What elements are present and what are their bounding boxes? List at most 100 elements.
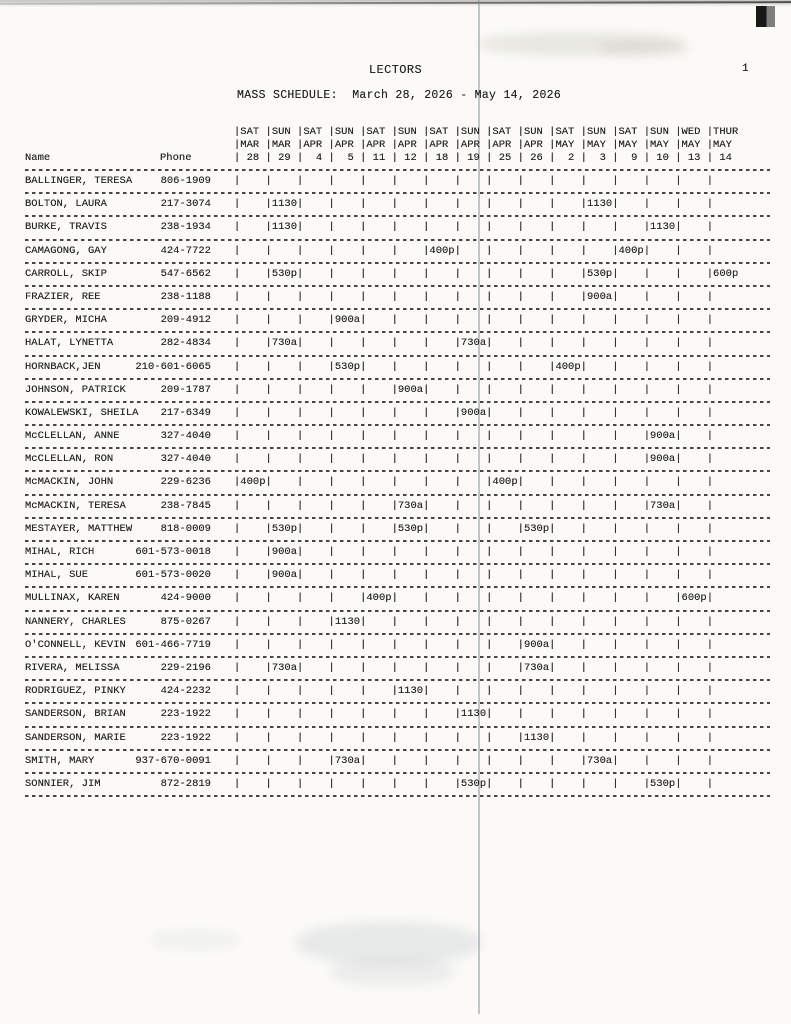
lector-name: NANNERY, CHARLES <box>25 615 126 628</box>
schedule-cell: | <box>486 569 518 582</box>
schedule-cell: |1130 <box>580 198 613 211</box>
schedule-cell: | <box>549 754 581 767</box>
schedule-cell: | <box>675 615 707 628</box>
schedule-cell: | <box>391 731 424 744</box>
header-month-cell: |MAY <box>549 139 581 151</box>
schedule-cell: | <box>549 244 581 257</box>
schedule-cell: | <box>517 406 550 419</box>
schedule-cell: | <box>265 244 298 257</box>
schedule-cell: |600p <box>706 267 739 280</box>
schedule-cell: | <box>360 290 392 303</box>
schedule-cell: | <box>549 290 581 303</box>
schedule-cell: | <box>706 430 739 443</box>
schedule-cell: | <box>391 754 424 767</box>
schedule-cell: | <box>391 661 424 674</box>
schedule-cell: | <box>612 546 644 558</box>
lector-name: BALLINGER, TERESA <box>25 175 133 187</box>
schedule-cell: | <box>297 754 329 767</box>
table-row: BOLTON, LAURA 217-3074 | |1130| | | | | | … <box>25 194 775 218</box>
page-number: 1 <box>742 63 749 75</box>
table-row: FRAZIER, REE 238-1188 | | | | | | | | | | … <box>25 287 775 311</box>
lector-phone: 806-1909 <box>160 175 211 187</box>
schedule-cell: | <box>328 522 361 535</box>
header-day-cell: |SAT <box>360 126 392 138</box>
schedule-cell: | <box>486 175 518 187</box>
row-separator <box>25 632 770 635</box>
schedule-cell: | <box>391 546 424 558</box>
schedule-cell: | <box>486 708 518 721</box>
schedule-cell: | <box>454 430 487 443</box>
schedule-cell: | <box>486 522 518 535</box>
row-separator <box>25 424 770 427</box>
schedule-cell: |400p <box>234 476 266 489</box>
schedule-cell: | <box>328 175 361 187</box>
schedule-cell: | <box>391 569 424 582</box>
schedule-cell: | <box>234 754 266 767</box>
schedule-cell: | <box>391 244 424 257</box>
schedule-cell: | <box>706 175 739 187</box>
schedule-cell: | <box>549 175 581 187</box>
lector-phone: 327-4040 <box>160 453 211 466</box>
lector-name: McMACKIN, JOHN <box>25 476 114 489</box>
schedule-cell: | <box>517 221 550 234</box>
schedule-cell: |900a <box>517 638 550 651</box>
schedule-cell: | <box>265 406 298 419</box>
schedule-cell: | <box>549 708 581 721</box>
schedule-cell: |730a <box>643 499 676 512</box>
schedule-cell: | <box>706 198 739 211</box>
schedule-cell: | <box>580 476 613 489</box>
schedule-cell: | <box>549 476 581 489</box>
schedule-cell: | <box>297 198 329 211</box>
header-month-cell: |MAY <box>612 139 644 151</box>
schedule-cell: |530p <box>517 522 550 535</box>
schedule-cell: | <box>486 360 518 373</box>
table-row: MIHAL, SUE 601-573-0020 | |900a| | | | | |… <box>25 565 775 589</box>
schedule-cell: | <box>423 661 455 674</box>
schedule-cell: | <box>360 731 392 744</box>
schedule-cell: | <box>675 314 707 327</box>
schedule-cell: | <box>549 453 581 466</box>
header-day-cell: |SAT <box>549 126 581 138</box>
lector-name: HALAT, LYNETTA <box>25 337 114 350</box>
schedule-cell: | <box>517 615 550 628</box>
schedule-cell: | <box>234 708 266 721</box>
schedule-cell: | <box>517 430 550 443</box>
schedule-cell: | <box>517 754 550 767</box>
schedule-cell: | <box>517 546 550 558</box>
schedule-cell: | <box>549 383 581 396</box>
schedule-cell: | <box>423 430 455 443</box>
lector-phone: 209-4912 <box>160 314 211 327</box>
header-day-cell: |THUR <box>706 126 739 138</box>
schedule-cells: | |730a| | | | | |730a| | | | | | | | <box>234 333 738 354</box>
schedule-cell: | <box>234 777 266 790</box>
header-month-cell: |APR <box>391 139 424 151</box>
schedule-cells: |400p| | | | | | | |400p| | | | | | | <box>234 472 738 493</box>
schedule-cell: | <box>612 314 644 327</box>
schedule-cell: | <box>297 499 329 512</box>
row-separator <box>25 470 770 473</box>
schedule-cell: | <box>423 638 455 651</box>
lector-phone: 229-2196 <box>160 661 211 674</box>
schedule-cell: | <box>675 661 707 674</box>
schedule-cell: | <box>643 754 676 767</box>
lector-name: GRYDER, MICHA <box>25 314 107 327</box>
header-month-row: |MAR |MAR |APR |APR |APR |APR |APR |APR … <box>234 139 738 152</box>
schedule-cell: | <box>360 476 392 489</box>
schedule-cell: | <box>234 569 266 582</box>
schedule-cell: | <box>328 731 361 744</box>
schedule-cell: | <box>549 685 581 698</box>
schedule-cell: | <box>391 453 424 466</box>
header-date-cell: | 9 <box>612 152 644 164</box>
schedule-cell: | <box>297 777 329 790</box>
schedule-cell: | <box>234 406 266 419</box>
schedule-cell: | <box>580 708 613 721</box>
schedule-cell: | <box>454 290 487 303</box>
header-day-cell: |SUN <box>580 126 613 138</box>
row-separator <box>25 540 770 542</box>
document-title: LECTORS <box>368 63 423 77</box>
schedule-cell: | <box>423 522 455 535</box>
row-separator <box>25 655 770 658</box>
lector-phone: 601-573-0018 <box>135 546 211 558</box>
schedule-cell: | <box>234 383 266 396</box>
